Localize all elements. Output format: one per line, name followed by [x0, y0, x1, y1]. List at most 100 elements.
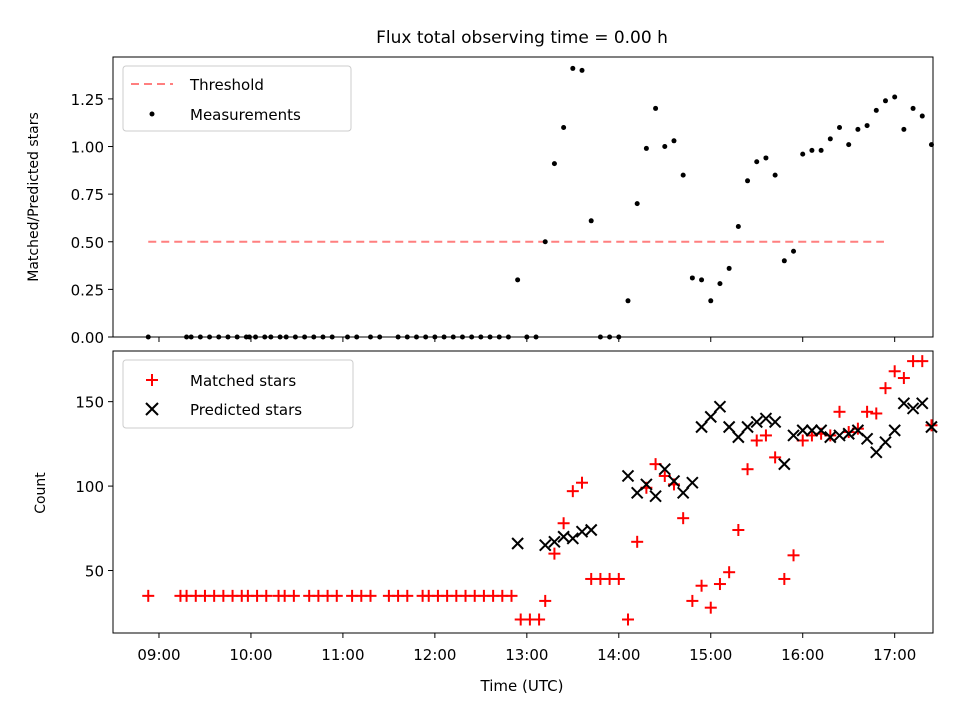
- measurement-point: [809, 147, 815, 153]
- legend-matched-label: Matched stars: [190, 372, 296, 390]
- predicted-point: [584, 523, 598, 537]
- measurement-point: [901, 126, 907, 132]
- measurement-point: [873, 107, 879, 113]
- ratio-y-tick-label: 0.50: [71, 234, 104, 252]
- predicted-point: [676, 486, 690, 500]
- measurement-point: [551, 161, 557, 167]
- measurement-point: [671, 138, 677, 144]
- predicted-point: [916, 397, 929, 410]
- predicted-point: [897, 397, 911, 410]
- predicted-point: [686, 476, 699, 489]
- ratio-y-tick-label: 0.00: [71, 329, 104, 347]
- predicted-point: [695, 420, 708, 434]
- count-panel: 50 100 150 09:00 10:00 11:00 12:00 13:00 14:00 15…: [33, 350, 938, 695]
- predicted-point: [787, 429, 800, 442]
- measurement-point: [781, 258, 787, 264]
- x-tick-label: 16:00: [781, 646, 824, 664]
- measurement-point: [791, 248, 797, 254]
- predicted-point: [548, 535, 561, 549]
- matched-point: [364, 589, 377, 602]
- predicted-point: [667, 474, 681, 488]
- legend-predicted-label: Predicted stars: [190, 401, 302, 419]
- predicted-point: [539, 538, 552, 552]
- matched-point: [612, 572, 625, 585]
- measurement-point: [864, 123, 870, 129]
- measurement-point: [846, 142, 852, 148]
- predicted-point: [713, 400, 727, 413]
- measurement-point: [772, 172, 778, 178]
- x-tick-label: 10:00: [229, 646, 272, 664]
- x-tick-label: 17:00: [873, 646, 916, 664]
- matched-point: [566, 485, 579, 498]
- matched-point: [557, 517, 570, 530]
- predicted-point: [842, 427, 855, 440]
- measurement-point: [689, 275, 695, 281]
- x-tick-label: 09:00: [137, 646, 180, 664]
- x-tick-label: 11:00: [321, 646, 364, 664]
- measurement-point: [754, 159, 760, 165]
- matched-point: [842, 426, 855, 439]
- legend-matched-swatch: [146, 374, 158, 386]
- matched-point: [631, 535, 644, 548]
- matched-point: [861, 405, 874, 418]
- measurement-point: [735, 224, 741, 230]
- matched-point: [833, 405, 846, 418]
- measurement-point: [680, 172, 686, 178]
- predicted-point: [566, 532, 580, 545]
- measurement-point: [561, 124, 567, 130]
- matched-point: [732, 523, 745, 536]
- matched-point: [870, 407, 883, 420]
- predicted-point: [621, 469, 635, 483]
- measurement-point: [800, 151, 806, 157]
- matched-point: [723, 566, 736, 579]
- measurement-point: [662, 144, 668, 150]
- predicted-point: [722, 420, 736, 434]
- predicted-point: [649, 490, 662, 503]
- ratio-y-axis-label: Matched/Predicted stars: [26, 112, 42, 282]
- predicted-point: [750, 415, 763, 429]
- predicted-point: [759, 412, 773, 425]
- count-y-tick-label: 100: [75, 478, 104, 496]
- legend-threshold-label: Threshold: [189, 76, 264, 94]
- predicted-point: [805, 424, 819, 437]
- matched-point: [713, 578, 726, 591]
- measurement-point: [653, 105, 659, 111]
- measurement-point: [515, 277, 521, 283]
- matched-point: [576, 476, 589, 489]
- matched-point: [686, 594, 699, 607]
- measurement-point: [837, 124, 843, 130]
- matched-point: [287, 589, 300, 602]
- matched-point: [787, 549, 800, 562]
- predicted-point: [741, 420, 754, 434]
- matched-point: [539, 594, 552, 607]
- measurement-point: [634, 201, 640, 207]
- measurement-point: [588, 218, 594, 224]
- ratio-y-tick-label: 0.75: [71, 186, 104, 204]
- measurement-point: [717, 281, 723, 287]
- matched-point: [897, 372, 910, 385]
- ratio-legend-box: [122, 65, 352, 132]
- measurement-point: [892, 94, 898, 100]
- ratio-plot-frame: [112, 56, 934, 338]
- x-tick-label: 14:00: [597, 646, 640, 664]
- measurement-point: [699, 277, 705, 283]
- measurement-point: [726, 265, 732, 271]
- measurement-point: [643, 145, 649, 151]
- matched-point: [695, 579, 708, 592]
- ratio-legend: Threshold Measurements: [122, 65, 352, 132]
- predicted-point: [658, 462, 671, 476]
- predicted-point: [870, 446, 883, 459]
- matched-point: [925, 419, 938, 432]
- predicted-point: [906, 402, 920, 415]
- legend-measurements-label: Measurements: [190, 106, 301, 124]
- predicted-point: [732, 430, 745, 444]
- count-y-tick-label: 50: [85, 563, 104, 581]
- measurement-point: [910, 105, 916, 111]
- figure-title: Flux total observing time = 0.00 h: [376, 28, 668, 48]
- matched-point: [879, 382, 892, 395]
- matched-point: [548, 547, 561, 560]
- ratio-y-tick-label: 0.25: [71, 281, 104, 299]
- predicted-point: [796, 424, 809, 437]
- predicted-point: [640, 478, 653, 491]
- matched-point: [778, 572, 791, 585]
